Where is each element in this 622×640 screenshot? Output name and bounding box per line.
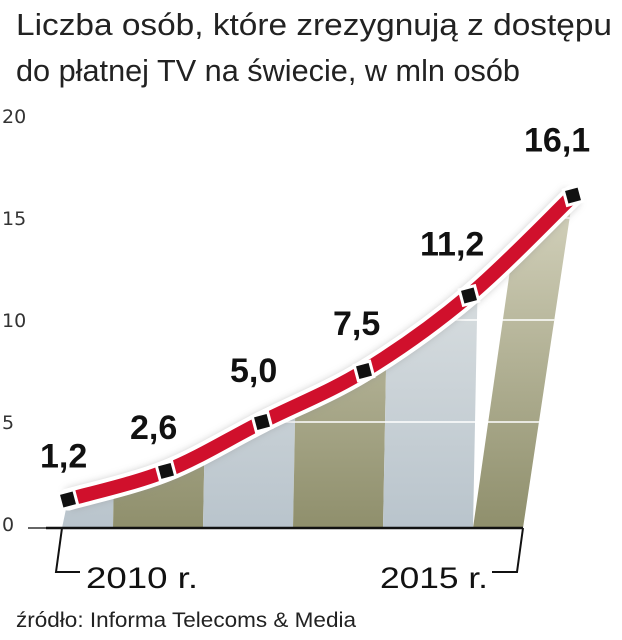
x-tick-label-2015: 2015 r.	[380, 562, 488, 595]
area-band	[473, 195, 573, 528]
data-label-2012: 5,0	[230, 352, 277, 390]
data-label-2013: 7,5	[333, 305, 380, 343]
x-bracket-left	[54, 527, 80, 573]
y-tick-label-0: 0	[2, 514, 14, 536]
y-tick-label-5: 5	[2, 412, 14, 434]
source-note: źródło: Informa Telecoms & Media	[16, 609, 356, 632]
data-label-2015: 16,1	[524, 122, 590, 160]
chart-title-line-2: do płatnej TV na świecie, w mln osób	[16, 53, 520, 88]
y-tick-label-20: 20	[2, 106, 26, 128]
data-point-2013	[352, 359, 376, 383]
data-label-2011: 2,6	[130, 409, 177, 447]
data-point-2015	[561, 183, 585, 208]
data-label-2010: 1,2	[40, 438, 87, 476]
data-point-2010	[56, 487, 80, 512]
x-bracket-right	[492, 527, 524, 573]
area-band	[203, 195, 301, 528]
data-point-2014	[457, 283, 481, 308]
data-point-2011	[154, 459, 178, 483]
x-tick-label-2010: 2010 r.	[86, 562, 198, 595]
y-tick-label-10: 10	[2, 310, 26, 332]
data-label-2014: 11,2	[420, 226, 484, 264]
data-point-2012	[250, 410, 274, 434]
chart-title-line-1: Liczba osób, które zrezygnują z dostępu	[16, 7, 612, 42]
y-tick-label-15: 15	[2, 208, 26, 230]
